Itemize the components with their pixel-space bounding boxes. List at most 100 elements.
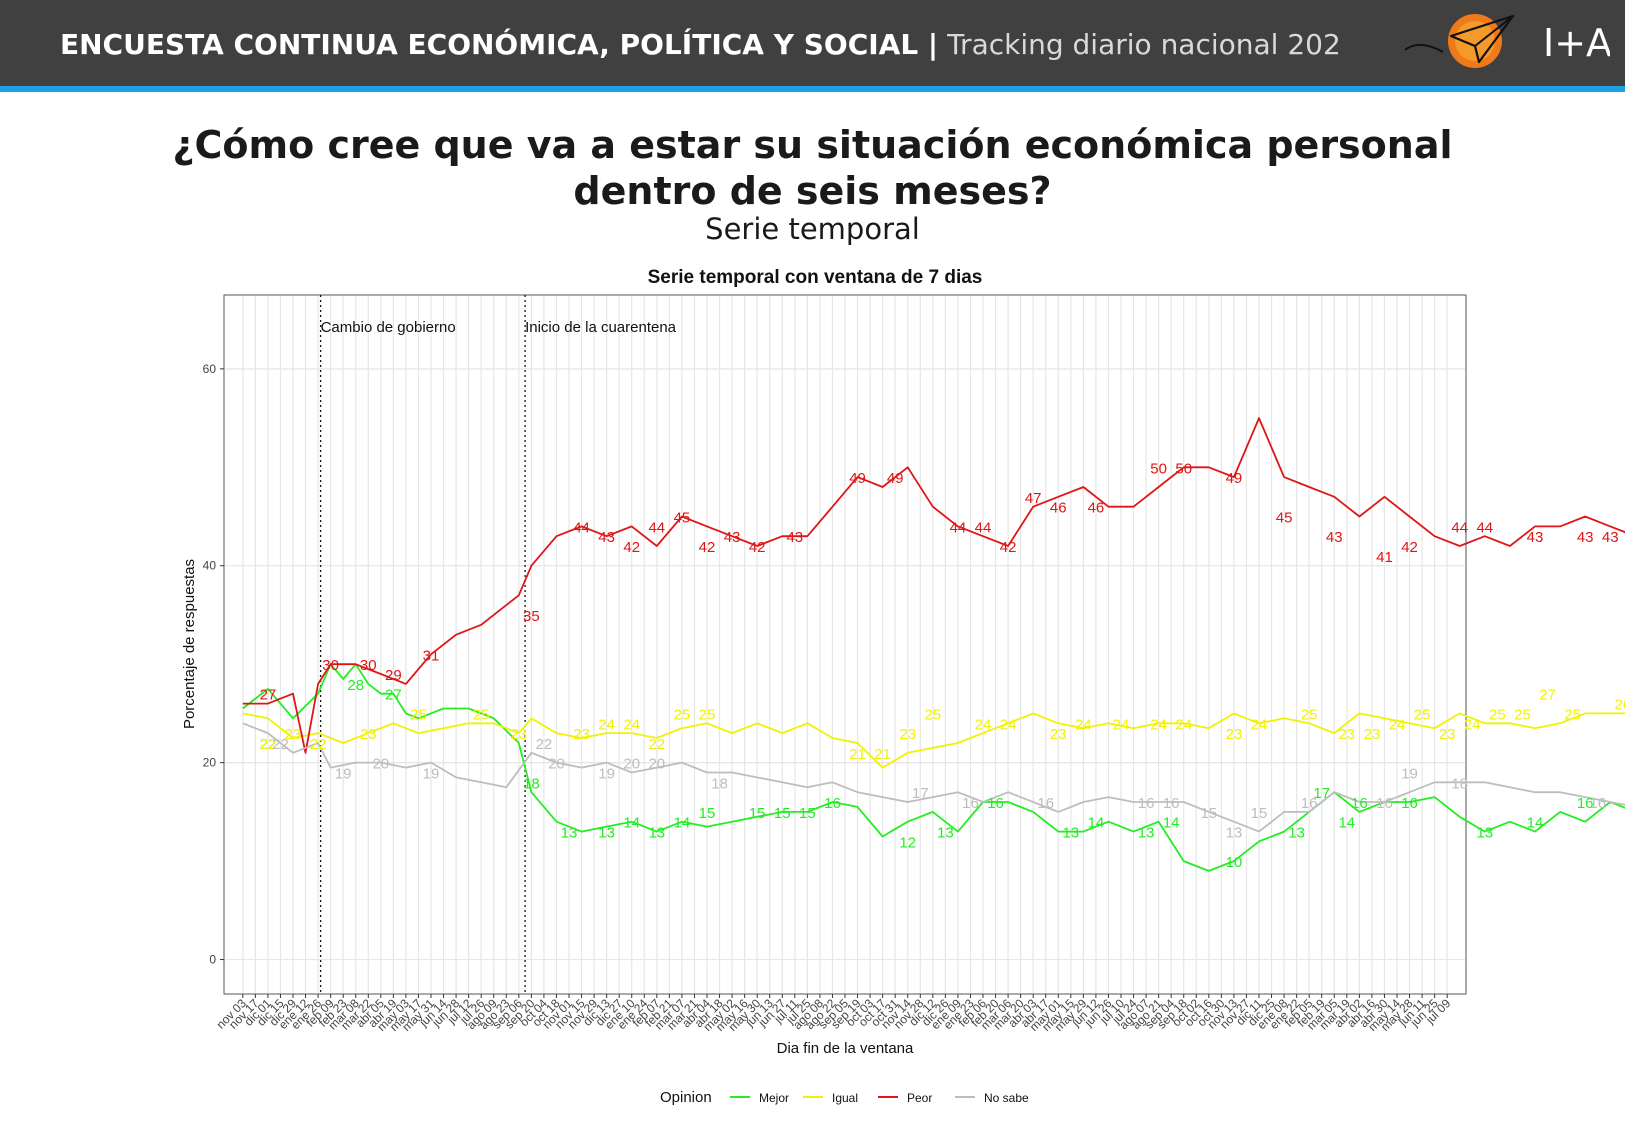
data-label-peor: 49 bbox=[849, 470, 866, 487]
data-label-mejor: 16 bbox=[987, 795, 1004, 812]
data-label-mejor: 14 bbox=[623, 815, 640, 832]
series-line-peor bbox=[242, 417, 1625, 754]
data-label-mejor: 15 bbox=[799, 805, 816, 822]
data-label-peor: 49 bbox=[887, 470, 904, 487]
data-label-mejor: 16 bbox=[1577, 795, 1594, 812]
data-label-peor: 42 bbox=[749, 539, 766, 556]
data-label-mejor: 14 bbox=[1527, 815, 1544, 832]
data-label-igual: 22 bbox=[648, 736, 665, 753]
data-label-igual: 23 bbox=[1364, 726, 1381, 743]
data-label-peor: 47 bbox=[1025, 490, 1042, 507]
data-label-igual: 24 bbox=[1000, 716, 1017, 733]
data-label-mejor: 13 bbox=[598, 825, 615, 842]
header-title-light: Tracking diario nacional 202 bbox=[947, 28, 1341, 61]
question-title: ¿Cómo cree que va a estar su situación e… bbox=[0, 122, 1625, 214]
data-label-nosabe: 20 bbox=[623, 756, 640, 773]
data-label-nosabe: 16 bbox=[962, 795, 979, 812]
data-label-igual: 24 bbox=[598, 716, 615, 733]
data-label-igual: 26 bbox=[1614, 697, 1625, 714]
data-label-mejor: 13 bbox=[1476, 825, 1493, 842]
data-label-igual: 27 bbox=[1539, 687, 1556, 704]
question-title-line-2: dentro de seis meses? bbox=[573, 169, 1052, 213]
data-label-igual: 23 bbox=[1439, 726, 1456, 743]
data-label-mejor: 28 bbox=[347, 677, 364, 694]
data-label-mejor: 13 bbox=[648, 825, 665, 842]
data-label-mejor: 14 bbox=[1163, 815, 1180, 832]
data-label-mejor: 14 bbox=[1338, 815, 1355, 832]
data-label-peor: 41 bbox=[1376, 549, 1393, 566]
data-label-peor: 42 bbox=[1401, 539, 1418, 556]
data-label-mejor: 17 bbox=[1313, 785, 1330, 802]
y-axis: 0 20 40 60 bbox=[203, 362, 224, 967]
data-label-peor: 49 bbox=[1226, 470, 1243, 487]
data-label-peor: 42 bbox=[623, 539, 640, 556]
legend-label-mejor: Mejor bbox=[759, 1091, 789, 1105]
data-label-peor: 44 bbox=[573, 519, 590, 536]
data-label-nosabe: 16 bbox=[1037, 795, 1054, 812]
data-label-igual: 21 bbox=[874, 746, 891, 763]
data-label-peor: 43 bbox=[786, 529, 803, 546]
data-label-mejor: 13 bbox=[937, 825, 954, 842]
data-label-mejor: 16 bbox=[1401, 795, 1418, 812]
data-label-mejor: 22 bbox=[260, 736, 277, 753]
data-label-mejor: 10 bbox=[1226, 854, 1243, 871]
data-label-peor: 44 bbox=[648, 519, 665, 536]
data-label-peor: 43 bbox=[1326, 529, 1343, 546]
data-label-nosabe: 22 bbox=[272, 736, 289, 753]
data-label-igual: 23 bbox=[285, 726, 302, 743]
series-labels: 22 28 27 18 13 13 14 13 14 15 15 15 15 16 12 13 16 13 14 13… bbox=[260, 460, 1625, 871]
data-label-igual: 24 bbox=[623, 716, 640, 733]
time-series-chart: Serie temporal con ventana de 7 dias Cam… bbox=[181, 267, 1625, 1106]
data-label-igual: 23 bbox=[1226, 726, 1243, 743]
brand-logo: I+A bbox=[1404, 14, 1610, 68]
data-label-igual: 25 bbox=[674, 706, 691, 723]
question-subtitle: Serie temporal bbox=[705, 212, 920, 246]
data-label-mejor: 13 bbox=[561, 825, 578, 842]
data-label-nosabe: 22 bbox=[536, 736, 553, 753]
data-label-nosabe: 20 bbox=[372, 756, 389, 773]
data-label-mejor: 16 bbox=[824, 795, 841, 812]
data-label-nosabe: 18 bbox=[711, 775, 728, 792]
question-title-line-1: ¿Cómo cree que va a estar su situación e… bbox=[172, 123, 1453, 167]
data-label-igual: 25 bbox=[410, 706, 427, 723]
y-axis-title: Porcentaje de respuestas bbox=[181, 559, 198, 729]
data-label-peor: 43 bbox=[1602, 529, 1619, 546]
data-label-peor: 44 bbox=[1451, 519, 1468, 536]
data-label-nosabe: 13 bbox=[1226, 825, 1243, 842]
data-label-nosabe: 16 bbox=[1376, 795, 1393, 812]
data-label-peor: 43 bbox=[724, 529, 741, 546]
data-label-mejor: 12 bbox=[899, 834, 916, 851]
data-label-mejor: 15 bbox=[749, 805, 766, 822]
legend-label-nosabe: No sabe bbox=[984, 1091, 1029, 1105]
data-label-igual: 23 bbox=[573, 726, 590, 743]
data-label-igual: 25 bbox=[1414, 706, 1431, 723]
data-label-igual: 23 bbox=[899, 726, 916, 743]
y-tick-label: 0 bbox=[209, 953, 216, 967]
data-label-igual: 21 bbox=[849, 746, 866, 763]
data-label-nosabe: 19 bbox=[1401, 765, 1418, 782]
legend: Opinion Mejor Igual Peor No sabe bbox=[660, 1089, 1029, 1106]
data-label-peor: 35 bbox=[523, 608, 540, 625]
data-label-peor: 45 bbox=[674, 510, 691, 527]
data-label-peor: 46 bbox=[1050, 500, 1067, 517]
data-label-peor: 50 bbox=[1150, 460, 1167, 477]
data-label-mejor: 16 bbox=[1351, 795, 1368, 812]
grid-lines bbox=[225, 296, 1465, 993]
data-label-peor: 43 bbox=[1577, 529, 1594, 546]
header-bar: ENCUESTA CONTINUA ECONÓMICA, POLÍTICA Y … bbox=[0, 0, 1625, 86]
data-label-peor: 44 bbox=[975, 519, 992, 536]
data-label-igual: 25 bbox=[1514, 706, 1531, 723]
data-label-nosabe: 20 bbox=[648, 756, 665, 773]
data-label-peor: 43 bbox=[1527, 529, 1544, 546]
data-label-igual: 25 bbox=[1489, 706, 1506, 723]
data-label-igual: 25 bbox=[699, 706, 716, 723]
event-lines: Cambio de gobierno Inicio de la cuarenten… bbox=[319, 295, 677, 994]
data-label-nosabe: 16 bbox=[1301, 795, 1318, 812]
data-label-peor: 30 bbox=[360, 657, 377, 674]
y-tick-label: 40 bbox=[203, 559, 217, 573]
data-label-igual: 24 bbox=[1251, 716, 1268, 733]
event-label: Inicio de la cuarentena bbox=[525, 319, 677, 336]
data-label-peor: 31 bbox=[423, 647, 440, 664]
data-label-mejor: 18 bbox=[523, 775, 540, 792]
